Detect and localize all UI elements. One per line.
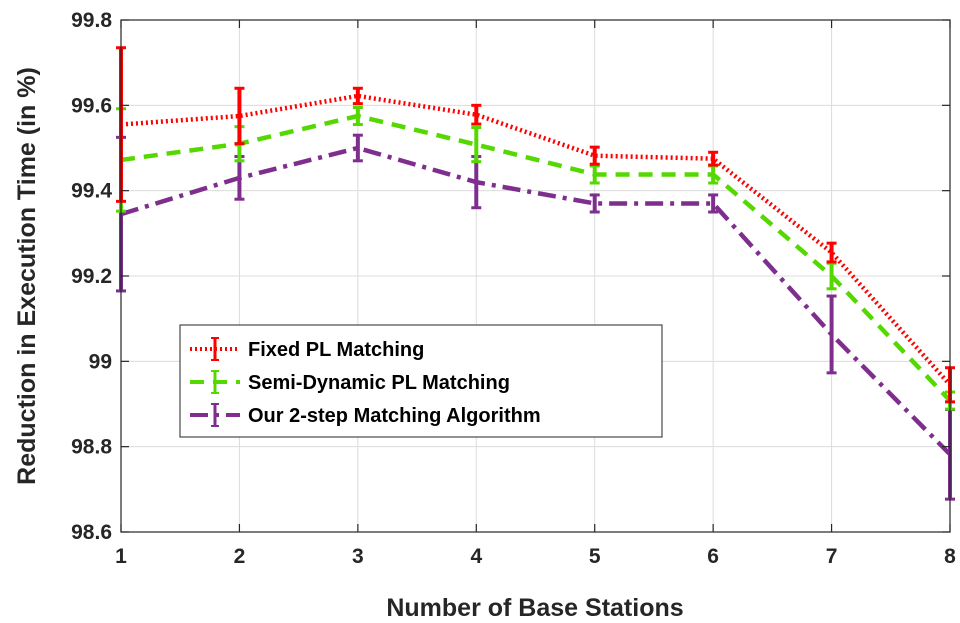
y-tick-label: 99.6	[71, 94, 112, 117]
y-tick-label: 98.6	[71, 521, 112, 544]
y-axis-label: Reduction in Execution Time (in %)	[13, 67, 41, 485]
x-tick-label: 5	[589, 545, 601, 568]
y-tick-label: 99.2	[71, 265, 112, 288]
x-axis-label: Number of Base Stations	[386, 594, 683, 622]
legend-label: Fixed PL Matching	[248, 339, 424, 361]
series-2-line	[120, 113, 952, 403]
plot-area: 1 2 3 4 5 6 7 8 98.6 98.8 99 99.2 99.4 99.6 99.8	[71, 9, 956, 568]
legend-entry-1: Fixed PL Matching	[190, 337, 424, 361]
y-tick-label: 99.4	[71, 180, 112, 203]
y-tick-label: 99.8	[71, 9, 112, 32]
series-1-line	[120, 93, 952, 387]
legend-box	[179, 324, 663, 438]
x-tick-label: 2	[234, 545, 246, 568]
x-tick-label: 4	[470, 545, 482, 568]
y-tick-label: 98.8	[71, 436, 112, 459]
x-tick-label: 1	[115, 545, 127, 568]
x-tick-label: 8	[944, 545, 956, 568]
legend: Fixed PL Matching Semi-Dynamic PL Matchin…	[179, 324, 663, 438]
legend-entry-2: Semi-Dynamic PL Matching	[190, 370, 510, 394]
x-tick-label: 6	[707, 545, 719, 568]
legend-label: Semi-Dynamic PL Matching	[248, 372, 510, 394]
series-3-line	[120, 145, 952, 456]
axis-ticks: 1 2 3 4 5 6 7 8 98.6 98.8 99 99.2 99.4 99.6 99.8	[71, 9, 956, 568]
x-tick-label: 3	[352, 545, 364, 568]
legend-entry-3: Our 2-step Matching Algorithm	[190, 403, 541, 427]
x-tick-label: 7	[826, 545, 838, 568]
legend-label: Our 2-step Matching Algorithm	[248, 405, 541, 427]
y-tick-label: 99	[89, 350, 112, 373]
